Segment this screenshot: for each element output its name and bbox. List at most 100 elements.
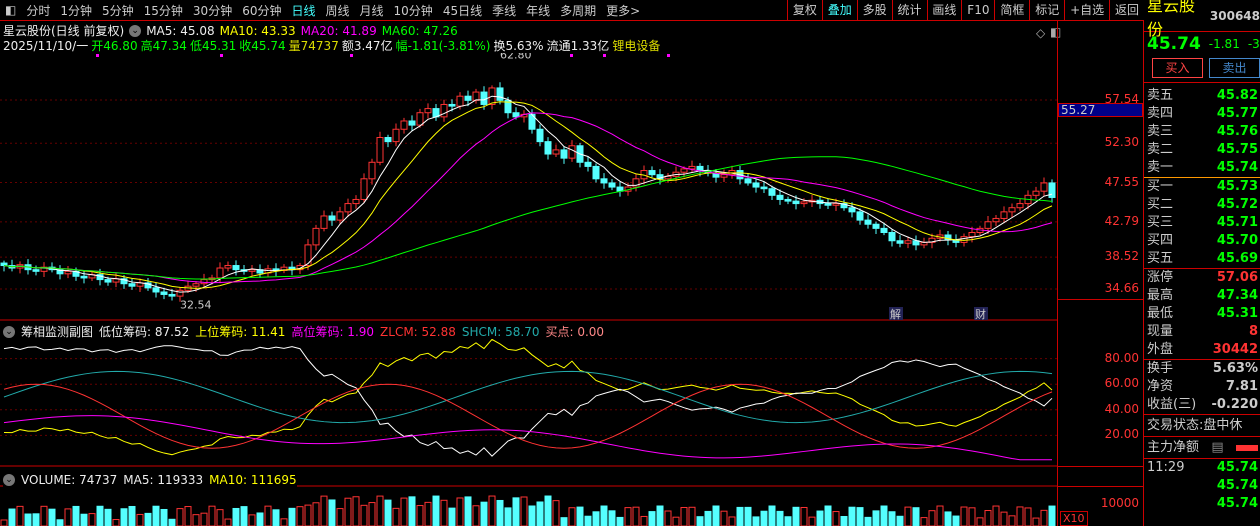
- buy-button[interactable]: 买入: [1152, 58, 1203, 78]
- tool-button[interactable]: 简框: [994, 0, 1029, 20]
- period-tab[interactable]: 季线: [492, 3, 517, 18]
- period-tab[interactable]: 多周期: [560, 3, 597, 18]
- quote-row: 买四 45.70: [1144, 232, 1260, 250]
- quote-row: 净资 7.81: [1144, 378, 1260, 396]
- period-tab[interactable]: 月线: [359, 3, 384, 18]
- row-value: 7.81: [1225, 379, 1258, 394]
- chevron-down-icon[interactable]: ⌄: [3, 473, 15, 486]
- period-tab[interactable]: 45日线: [442, 3, 483, 18]
- period-tab[interactable]: 60分钟: [242, 3, 282, 18]
- row-value: 45.77: [1216, 106, 1258, 121]
- candle-body: [472, 91, 480, 101]
- volume-bar: [864, 516, 872, 526]
- volume-bar: [1048, 505, 1056, 526]
- candle-body: [984, 221, 992, 229]
- row-value: 57.06: [1216, 270, 1258, 285]
- tool-button[interactable]: 复权: [787, 0, 822, 20]
- bid-list: 买一 45.73 买二 45.72 买三 45.71 买四 45.70 买五 45.69: [1144, 178, 1260, 269]
- row-label: 买三: [1147, 215, 1174, 230]
- float-shares: 流通1.33亿: [546, 39, 610, 53]
- quote-row: 最高 47.34: [1144, 287, 1260, 305]
- period-tab[interactable]: 1分钟: [60, 3, 92, 18]
- row-value: 45.74: [1216, 496, 1258, 511]
- tool-button[interactable]: 叠加: [821, 0, 857, 20]
- indicator-title[interactable]: 筹相监测副图: [21, 325, 94, 339]
- volume-bar: [600, 505, 608, 526]
- volume-bar: [1000, 511, 1008, 526]
- axis-divider: [1058, 299, 1143, 300]
- candle-body: [392, 128, 400, 143]
- volume-bar: [312, 502, 320, 526]
- indicator-tick: 40.00: [1104, 401, 1139, 416]
- period-tab[interactable]: 日线: [291, 3, 316, 18]
- tool-button[interactable]: 统计: [891, 0, 927, 20]
- period-tab[interactable]: 周线: [325, 3, 350, 18]
- volume-bar: [592, 511, 600, 526]
- volume-bar: [536, 501, 544, 526]
- candle-body: [248, 269, 256, 272]
- row-value: 8: [1248, 324, 1258, 339]
- tool-button[interactable]: 返回: [1109, 0, 1144, 20]
- row-label: 买二: [1147, 197, 1174, 212]
- candle-body: [128, 283, 136, 287]
- volume-bar: [920, 517, 928, 526]
- row-value: 45.69: [1216, 251, 1258, 266]
- volume-bar: [984, 510, 992, 526]
- layout-toggle-icon[interactable]: ◧: [5, 3, 17, 17]
- tool-button[interactable]: 画线: [926, 0, 962, 20]
- change: 幅-1.81(-3.81%): [395, 39, 491, 53]
- volume-bar: [976, 517, 984, 526]
- tool-button[interactable]: 多股: [856, 0, 892, 20]
- candle-body: [1040, 182, 1048, 192]
- candle-body: [888, 231, 896, 242]
- period-tab[interactable]: 30分钟: [192, 3, 233, 18]
- period-tab[interactable]: 15分钟: [143, 3, 183, 18]
- volume-bar: [1016, 506, 1024, 526]
- volume-bar: [616, 516, 624, 526]
- period-tab[interactable]: 更多>: [606, 3, 641, 18]
- volume-bar: [376, 495, 384, 526]
- period-tab[interactable]: 5分钟: [102, 3, 134, 18]
- row-value: 45.74: [1216, 460, 1258, 475]
- candle-body: [216, 267, 224, 279]
- tool-button[interactable]: 标记: [1029, 0, 1064, 20]
- candle-body: [688, 165, 696, 170]
- volume-bar: [760, 510, 768, 526]
- tool-button[interactable]: F10: [961, 0, 994, 20]
- volume-bar: [656, 505, 664, 526]
- period-tab[interactable]: 年线: [526, 3, 551, 18]
- volume-bar: [264, 505, 272, 526]
- period-tab[interactable]: 10分钟: [393, 3, 433, 18]
- kline-chart[interactable]: 62.8032.54解财: [0, 0, 1057, 526]
- volume-bar: [936, 505, 944, 526]
- chevron-down-icon[interactable]: ⌄: [3, 325, 15, 338]
- volume-ma10: MA10: 111695: [209, 472, 297, 487]
- candle-body: [632, 178, 640, 188]
- volume-bar: [400, 497, 408, 526]
- row-value: 45.31: [1216, 306, 1258, 321]
- panel-toggle-icon[interactable]: ◧: [1050, 25, 1062, 39]
- period-tab[interactable]: 分时: [26, 3, 51, 18]
- volume-bar: [472, 505, 480, 526]
- candle-body: [752, 182, 760, 188]
- volume-unit: X10: [1060, 511, 1088, 526]
- chevron-down-icon[interactable]: ⌄: [129, 24, 142, 37]
- candle-body: [600, 178, 608, 184]
- sector[interactable]: 锂电设备: [612, 39, 661, 53]
- list-icon[interactable]: ▤: [1211, 440, 1224, 455]
- diamond-icon[interactable]: ◇: [1036, 26, 1046, 40]
- volume-bar: [352, 496, 360, 526]
- high: 高47.34: [140, 39, 187, 53]
- volume-bar: [24, 513, 32, 526]
- tool-button[interactable]: +自选: [1064, 0, 1109, 20]
- tick-list: 11:29 45.74 45.74 45.74: [1144, 459, 1260, 513]
- volume-bar: [200, 512, 208, 526]
- volume-bar: [168, 518, 176, 526]
- volume-bar: [88, 513, 96, 526]
- sell-button[interactable]: 卖出: [1209, 58, 1260, 78]
- volume-bar: [1040, 509, 1048, 526]
- indicator-tick: 60.00: [1104, 376, 1139, 391]
- candle-body: [328, 215, 336, 221]
- candle-body: [792, 200, 800, 205]
- volume-bar: [104, 508, 112, 526]
